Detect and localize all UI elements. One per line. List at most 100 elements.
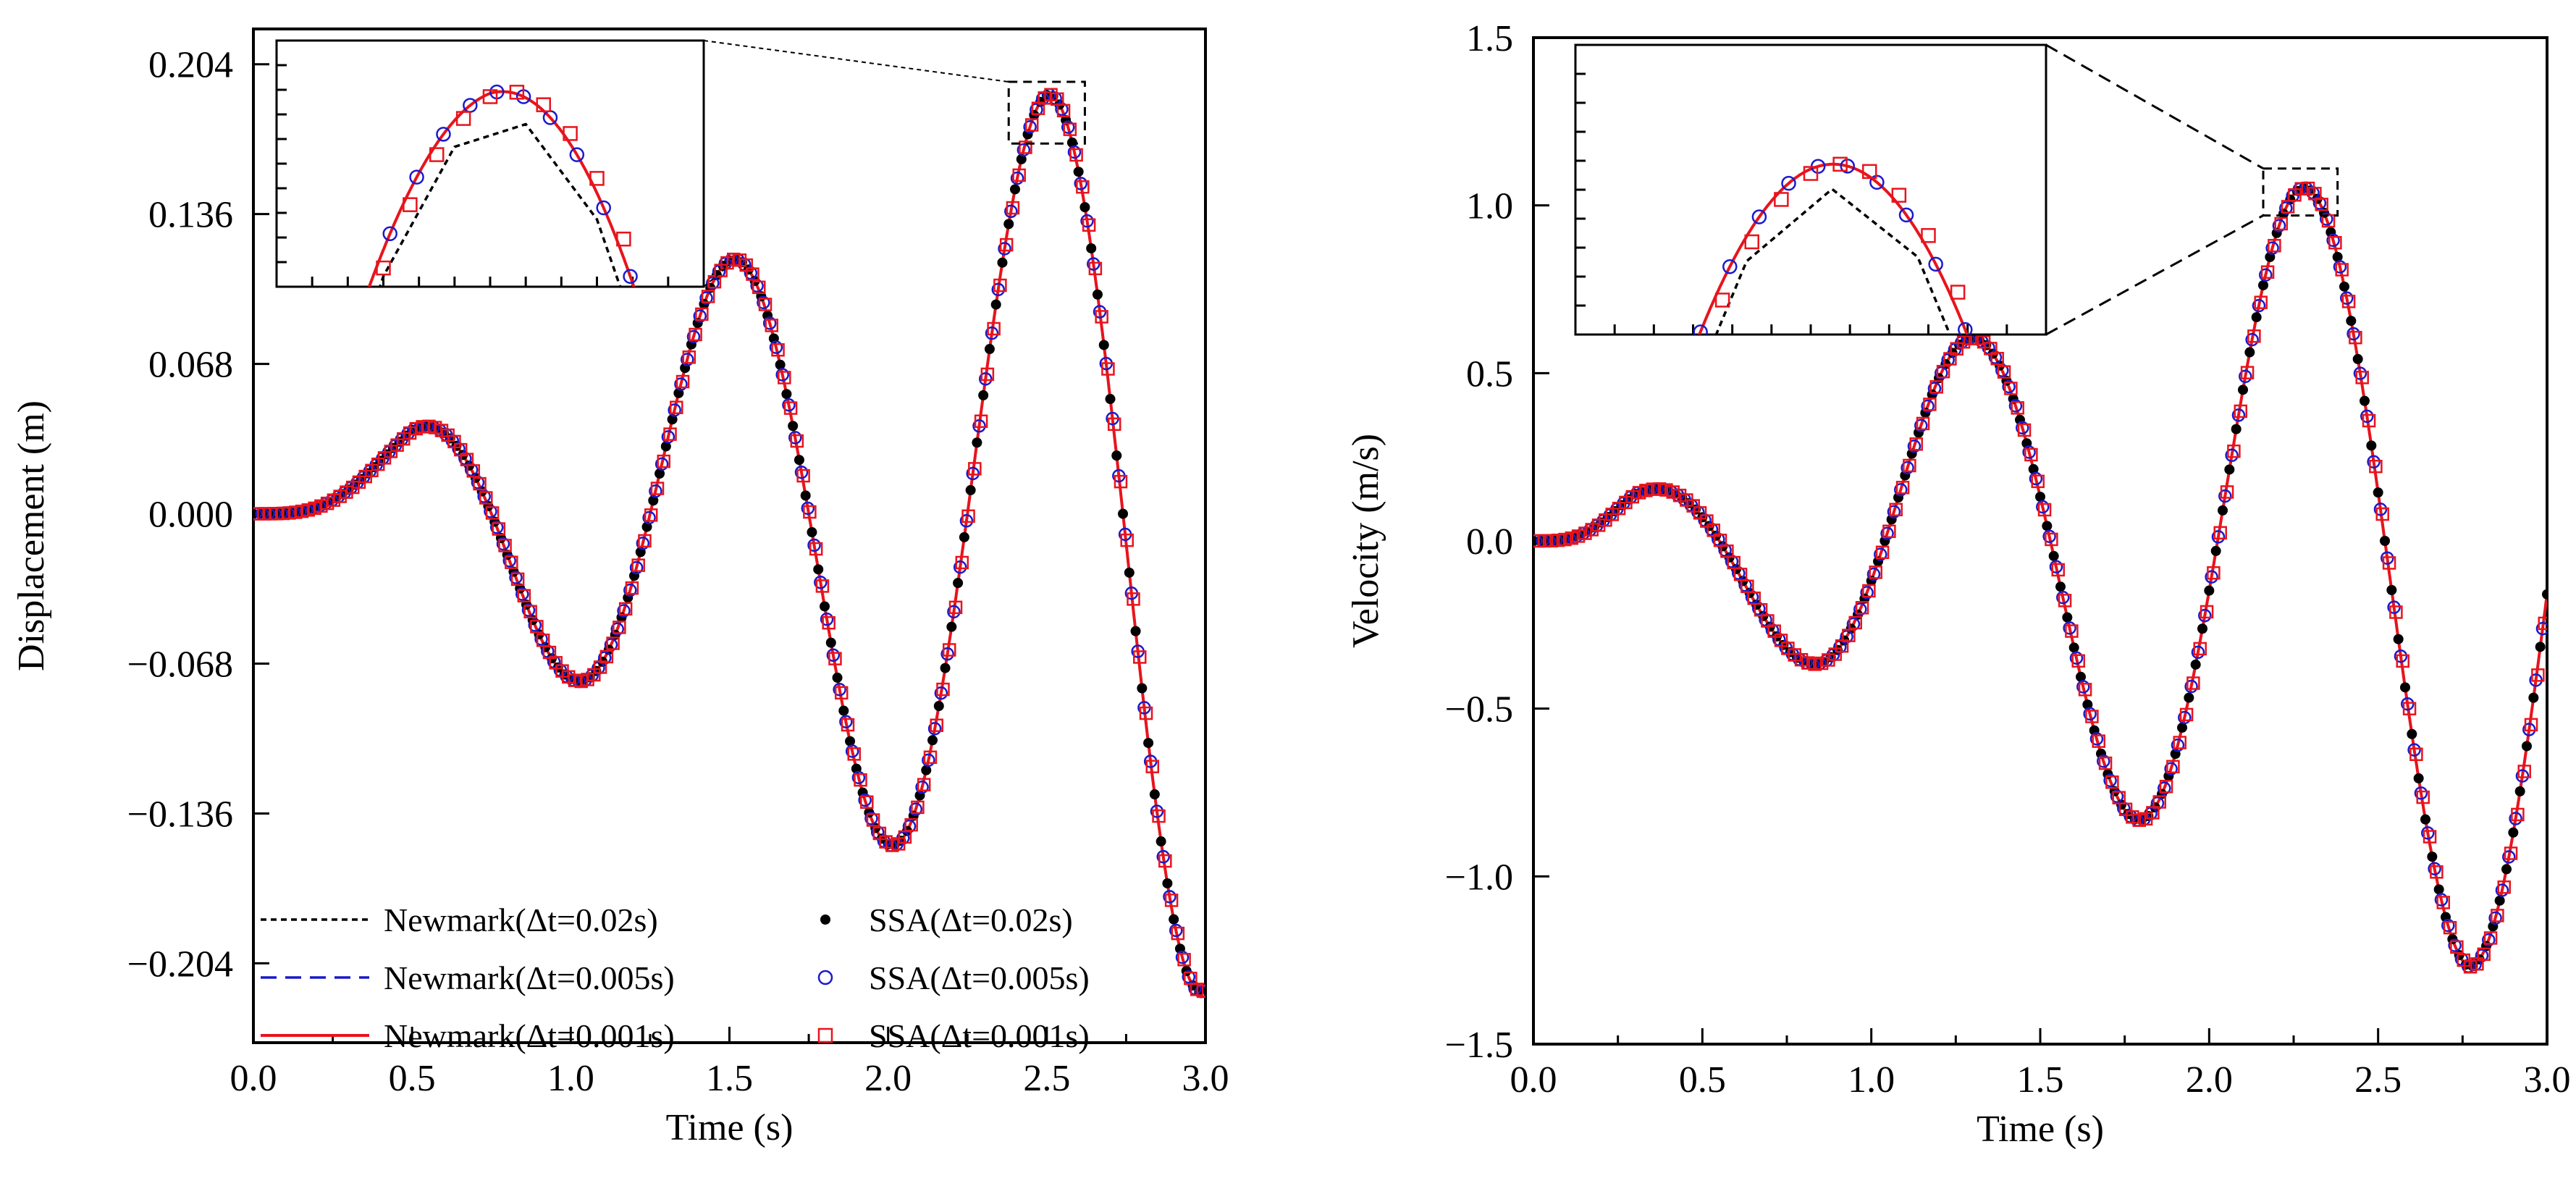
series-marker-open-circle bbox=[2441, 918, 2455, 933]
series-marker-open-circle bbox=[2164, 762, 2178, 776]
series-marker-filled-circle bbox=[2244, 347, 2255, 358]
series-marker-open-square bbox=[1120, 533, 1134, 547]
zoom-inset bbox=[275, 39, 705, 587]
series-marker-open-square bbox=[948, 600, 963, 615]
series-marker-open-circle bbox=[1725, 555, 1739, 568]
inset-marker-open-circle bbox=[2018, 501, 2031, 514]
series-marker-open-square bbox=[943, 643, 956, 657]
series-marker-open-circle bbox=[1860, 586, 1874, 600]
series-marker-open-square bbox=[2362, 413, 2376, 428]
series-marker-open-circle bbox=[2340, 291, 2354, 305]
series-marker-filled-circle bbox=[2433, 884, 2444, 895]
series-marker-open-square bbox=[1659, 483, 1673, 497]
series-marker-filled-circle bbox=[940, 663, 951, 673]
series-marker-open-circle bbox=[991, 282, 1006, 297]
series-marker-open-circle bbox=[1704, 522, 1719, 537]
series-marker-filled-circle bbox=[2407, 728, 2417, 739]
series-marker-open-square bbox=[1788, 648, 1801, 662]
inset-marker-open-circle bbox=[277, 574, 290, 587]
series-marker-open-circle bbox=[826, 648, 841, 663]
series-marker-open-square bbox=[2227, 444, 2241, 458]
series-marker-filled-circle bbox=[953, 578, 964, 589]
series-marker-open-square bbox=[1082, 218, 1096, 232]
series-marker-filled-circle bbox=[2177, 722, 2187, 733]
inset-marker-open-square bbox=[616, 231, 631, 247]
series-marker-open-square bbox=[1903, 458, 1916, 473]
series-marker-open-square bbox=[1145, 760, 1160, 773]
x-tick-label: 2.0 bbox=[864, 1058, 912, 1099]
series-marker-filled-circle bbox=[1073, 167, 1084, 177]
series-marker-open-square bbox=[1875, 545, 1890, 560]
inset-marker-open-circle bbox=[1898, 207, 1914, 223]
series-marker-open-square bbox=[1127, 592, 1140, 606]
series-marker-filled-circle bbox=[660, 441, 671, 452]
series-marker-open-circle bbox=[922, 753, 935, 768]
inset-marker-open-square bbox=[1744, 234, 1759, 250]
series-marker-open-circle bbox=[706, 276, 720, 290]
legend-label: SSA(Δt=0.005s) bbox=[869, 959, 1090, 996]
series-marker-filled-circle bbox=[1143, 738, 1154, 749]
inset-marker-open-circle bbox=[1988, 405, 2001, 418]
series-marker-open-circle bbox=[2401, 697, 2415, 711]
series-marker-open-circle bbox=[1163, 890, 1177, 904]
series-marker-open-circle bbox=[2097, 754, 2110, 768]
series-marker-filled-circle bbox=[2400, 682, 2410, 693]
series-marker-open-circle bbox=[2042, 529, 2056, 544]
series-marker-open-square bbox=[675, 374, 690, 389]
series-marker-open-circle bbox=[2158, 781, 2171, 795]
series-marker-open-square bbox=[974, 414, 988, 428]
series-marker-open-circle bbox=[801, 501, 815, 516]
series-marker-filled-circle bbox=[2393, 634, 2404, 644]
inset-marker-open-square bbox=[1950, 285, 1966, 300]
series-marker-open-square bbox=[1196, 984, 1205, 998]
series-marker-filled-circle bbox=[1130, 626, 1141, 636]
zoom-highlight-box bbox=[1007, 80, 1086, 145]
series-marker-open-circle bbox=[1067, 145, 1082, 159]
inset-marker-open-square bbox=[455, 111, 471, 126]
series-marker-open-circle bbox=[959, 514, 974, 528]
series-marker-open-circle bbox=[484, 505, 497, 518]
series-marker-open-square bbox=[1916, 416, 1930, 431]
series-marker-filled-circle bbox=[1098, 340, 1109, 350]
series-marker-open-square bbox=[1848, 615, 1862, 630]
series-marker-filled-circle bbox=[2380, 536, 2390, 546]
series-marker-open-square bbox=[1095, 310, 1108, 324]
series-layer bbox=[1533, 181, 2547, 974]
series-marker-open-square bbox=[955, 555, 969, 570]
series-marker-open-circle bbox=[1894, 483, 1908, 497]
series-marker-filled-circle bbox=[1118, 508, 1129, 519]
series-marker-open-square bbox=[1019, 140, 1032, 154]
series-marker-open-square bbox=[1164, 894, 1179, 907]
series-marker-open-circle bbox=[985, 326, 999, 340]
series-marker-open-square bbox=[1646, 482, 1659, 496]
series-marker-open-circle bbox=[489, 521, 504, 534]
series-marker-filled-circle bbox=[2360, 395, 2370, 406]
series-marker-open-circle bbox=[699, 291, 713, 305]
series-marker-filled-circle bbox=[1124, 567, 1135, 578]
series-marker-filled-circle bbox=[1111, 450, 1122, 461]
series-marker-open-square bbox=[2436, 896, 2450, 909]
inset-marker-open-circle bbox=[1781, 175, 1796, 191]
series-marker-open-square bbox=[618, 602, 633, 616]
series-marker-open-square bbox=[993, 278, 1007, 293]
series-marker-open-circle bbox=[762, 316, 777, 330]
series-marker-filled-circle bbox=[2231, 424, 2242, 434]
series-marker-open-square bbox=[2491, 909, 2504, 922]
x-tick-label: 3.0 bbox=[2524, 1059, 2571, 1101]
series-marker-open-circle bbox=[934, 686, 948, 700]
series-marker-open-circle bbox=[2245, 332, 2259, 347]
series-marker-open-square bbox=[1720, 545, 1734, 558]
series-marker-open-square bbox=[2126, 810, 2139, 824]
series-marker-open-square bbox=[638, 534, 652, 548]
series-marker-open-square bbox=[778, 371, 791, 384]
series-marker-open-square bbox=[917, 778, 931, 791]
y-tick-label: 1.0 bbox=[1466, 186, 1513, 227]
series-marker-open-square bbox=[473, 476, 487, 491]
series-marker-open-square bbox=[1990, 352, 2004, 366]
series-marker-open-circle bbox=[2279, 201, 2293, 215]
series-marker-open-square bbox=[1862, 584, 1876, 598]
series-marker-open-circle bbox=[1988, 350, 2003, 364]
series-marker-open-square bbox=[2166, 760, 2180, 774]
series-marker-open-circle bbox=[1927, 382, 1942, 395]
series-marker-open-square bbox=[2118, 802, 2133, 817]
